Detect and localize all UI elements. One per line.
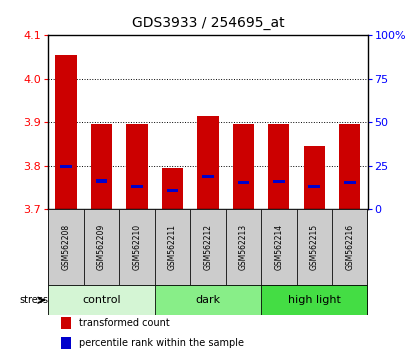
Bar xyxy=(131,185,143,188)
Bar xyxy=(304,146,325,209)
Text: GSM562214: GSM562214 xyxy=(274,224,284,270)
Text: percentile rank within the sample: percentile rank within the sample xyxy=(79,338,244,348)
Bar xyxy=(261,209,297,285)
Bar xyxy=(155,285,261,315)
Bar xyxy=(238,181,249,184)
Bar xyxy=(273,180,285,183)
Bar xyxy=(268,125,289,209)
Text: GDS3933 / 254695_at: GDS3933 / 254695_at xyxy=(131,16,284,30)
Text: GSM562215: GSM562215 xyxy=(310,224,319,270)
Bar xyxy=(297,209,332,285)
Bar xyxy=(197,116,218,209)
Text: dark: dark xyxy=(195,295,220,305)
Text: GSM562212: GSM562212 xyxy=(203,224,213,270)
Bar xyxy=(55,55,77,209)
Bar xyxy=(226,209,261,285)
Bar xyxy=(233,125,254,209)
Bar xyxy=(202,175,214,178)
Bar xyxy=(119,209,155,285)
Bar xyxy=(190,209,226,285)
Text: GSM562211: GSM562211 xyxy=(168,224,177,270)
Bar xyxy=(344,181,356,184)
Bar xyxy=(60,165,72,168)
Bar xyxy=(91,125,112,209)
Text: GSM562209: GSM562209 xyxy=(97,224,106,270)
Bar xyxy=(126,125,147,209)
Text: high light: high light xyxy=(288,295,341,305)
Bar xyxy=(308,185,320,188)
Bar xyxy=(61,337,71,349)
Bar xyxy=(332,209,368,285)
Bar xyxy=(48,285,155,315)
Bar xyxy=(339,125,360,209)
Text: transformed count: transformed count xyxy=(79,318,170,328)
Text: control: control xyxy=(82,295,121,305)
Bar xyxy=(162,168,183,209)
Text: GSM562213: GSM562213 xyxy=(239,224,248,270)
Text: GSM562216: GSM562216 xyxy=(345,224,354,270)
Text: GSM562208: GSM562208 xyxy=(62,224,71,270)
Bar xyxy=(155,209,190,285)
Bar xyxy=(61,317,71,329)
Text: stress: stress xyxy=(19,295,48,305)
Bar xyxy=(96,179,108,183)
Bar xyxy=(261,285,368,315)
Text: GSM562210: GSM562210 xyxy=(132,224,142,270)
Bar xyxy=(48,209,84,285)
Bar xyxy=(84,209,119,285)
Bar xyxy=(167,189,178,193)
